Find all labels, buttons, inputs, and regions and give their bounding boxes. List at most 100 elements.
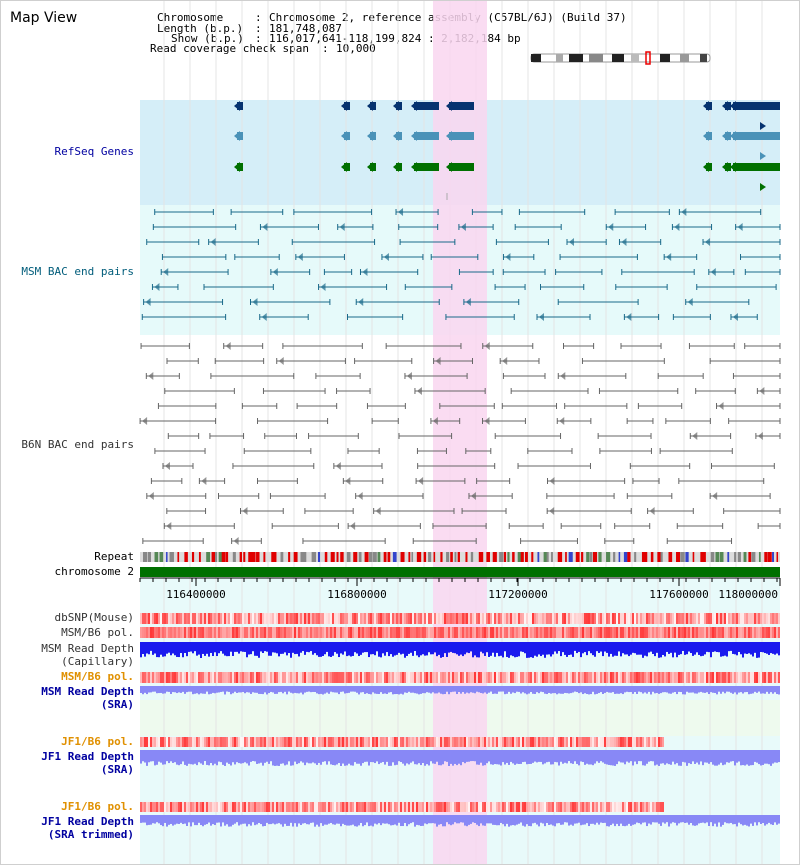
msm-b6-pol-label[interactable]: MSM/B6 pol. — [61, 626, 134, 639]
polymorphism-cell — [194, 802, 196, 812]
refseq-genes-track[interactable] — [234, 101, 780, 200]
polymorphism-cell — [184, 737, 186, 747]
polymorphism-cell — [686, 627, 688, 638]
depth-bar — [174, 750, 176, 763]
msm-bac-track[interactable] — [141, 208, 781, 321]
polymorphism-cell — [326, 737, 328, 747]
depth-bar — [664, 815, 666, 824]
polymorphism-cell — [240, 613, 242, 624]
depth-bar — [200, 815, 202, 826]
polymorphism-cell — [668, 627, 670, 638]
b6n-bac-track[interactable] — [139, 342, 781, 545]
depth-bar — [382, 750, 384, 762]
depth-bar — [506, 750, 508, 763]
polymorphism-cell — [594, 802, 596, 812]
depth-bar — [480, 750, 482, 763]
msm-b6-pol2-label[interactable]: MSM/B6 pol. — [61, 670, 134, 683]
depth-bar — [508, 642, 510, 658]
polymorphism-cell — [412, 802, 414, 812]
jf1-depth-trim-label-1[interactable]: JF1 Read Depth — [41, 815, 134, 828]
polymorphism-cell — [370, 613, 372, 624]
msm-depth-cap-label-1[interactable]: MSM Read Depth — [41, 642, 134, 655]
refseq-label[interactable]: RefSeq Genes — [54, 145, 134, 158]
depth-bar — [640, 686, 642, 693]
repeat-track[interactable] — [140, 552, 780, 562]
depth-bar — [470, 686, 472, 693]
repeat-element — [719, 552, 724, 562]
polymorphism-cell — [658, 737, 660, 747]
depth-bar — [244, 642, 246, 652]
polymorphism-cell — [342, 613, 344, 624]
polymorphism-cell — [772, 613, 774, 624]
polymorphism-cell — [678, 627, 680, 638]
depth-bar — [318, 686, 320, 695]
polymorphism-cell — [646, 672, 648, 683]
polymorphism-cell — [364, 802, 366, 812]
polymorphism-cell — [534, 737, 536, 747]
depth-bar — [554, 815, 556, 827]
polymorphism-cell — [664, 627, 666, 638]
polymorphism-cell — [308, 737, 310, 747]
depth-bar — [230, 686, 232, 695]
depth-bar — [348, 686, 350, 693]
polymorphism-cell — [598, 613, 600, 624]
repeat-label[interactable]: Repeat — [94, 550, 134, 563]
polymorphism-tracks[interactable] — [140, 613, 780, 812]
polymorphism-cell — [670, 672, 672, 683]
dbsnp-label[interactable]: dbSNP(Mouse) — [54, 611, 134, 624]
polymorphism-cell — [624, 627, 626, 638]
msm-bac-label[interactable]: MSM BAC end pairs — [21, 265, 134, 278]
depth-bar — [676, 686, 678, 695]
polymorphism-cell — [282, 802, 284, 812]
depth-bar — [644, 750, 646, 766]
polymorphism-cell — [150, 672, 152, 683]
msm-depth-sra-label-1[interactable]: MSM Read Depth — [41, 685, 134, 698]
polymorphism-cell — [346, 802, 348, 812]
depth-bar — [662, 686, 664, 693]
chromosome-ideogram[interactable] — [530, 51, 711, 65]
polymorphism-cell — [204, 802, 206, 812]
chromosome-label[interactable]: chromosome 2 — [54, 565, 134, 578]
polymorphism-cell — [394, 672, 396, 683]
depth-bar — [758, 686, 760, 692]
repeat-element — [503, 552, 507, 562]
polymorphism-cell — [626, 613, 628, 624]
polymorphism-cell — [526, 627, 528, 638]
repeat-element — [336, 552, 339, 562]
depth-bar — [342, 815, 344, 824]
polymorphism-cell — [180, 802, 182, 812]
depth-bar — [348, 642, 350, 656]
repeat-element — [274, 552, 277, 562]
polymorphism-cell — [592, 737, 594, 747]
depth-bar — [330, 815, 332, 823]
polymorphism-cell — [532, 737, 534, 747]
depth-bar — [240, 750, 242, 764]
polymorphism-cell — [360, 737, 362, 747]
polymorphism-cell — [476, 737, 478, 747]
depth-bar — [668, 815, 670, 827]
polymorphism-cell — [328, 627, 330, 638]
polymorphism-cell — [656, 672, 658, 683]
jf1-b6-pol2-label[interactable]: JF1/B6 pol. — [61, 800, 134, 813]
depth-bar — [178, 815, 180, 824]
depth-bar — [698, 686, 700, 693]
read-depth-tracks[interactable] — [140, 642, 780, 827]
depth-bar — [708, 750, 710, 764]
depth-bar — [716, 642, 718, 653]
depth-bar — [176, 686, 178, 694]
b6n-bac-label[interactable]: B6N BAC end pairs — [21, 438, 134, 451]
depth-bar — [554, 642, 556, 652]
polymorphism-cell — [476, 627, 478, 638]
polymorphism-cell — [424, 613, 426, 624]
depth-bar — [682, 642, 684, 651]
jf1-depth-sra-label-1[interactable]: JF1 Read Depth — [41, 750, 134, 763]
polymorphism-cell — [240, 672, 242, 683]
polymorphism-cell — [474, 627, 476, 638]
depth-bar — [468, 815, 470, 825]
polymorphism-cell — [712, 613, 714, 624]
polymorphism-cell — [486, 802, 488, 812]
chromosome-bar[interactable] — [140, 567, 780, 577]
jf1-b6-pol-label[interactable]: JF1/B6 pol. — [61, 735, 134, 748]
polymorphism-cell — [344, 802, 346, 812]
